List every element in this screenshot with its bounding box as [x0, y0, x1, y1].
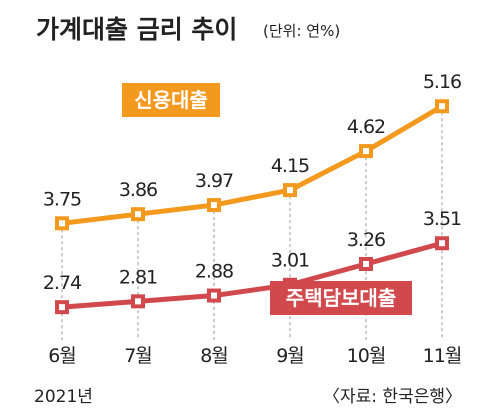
value-label: 3.01: [271, 250, 309, 272]
value-label: 2.88: [195, 261, 233, 283]
x-tick-label: 10월: [347, 345, 386, 367]
series-label-credit: 신용대출: [134, 88, 208, 112]
chart-title: 가계대출 금리 추이: [36, 15, 237, 44]
data-point-center: [439, 103, 445, 110]
value-label: 2.74: [43, 272, 82, 294]
value-label: 4.15: [271, 155, 309, 177]
data-point-center: [59, 304, 65, 311]
data-point-center: [135, 211, 141, 218]
x-tick-label: 7월: [124, 345, 152, 367]
value-label: 3.86: [119, 179, 157, 201]
data-point-center: [363, 260, 369, 267]
value-labels: 3.75 3.86 3.97 4.15 4.62 5.16 2.74 2.81 2.88 3.01…: [43, 71, 462, 294]
value-label: 3.26: [347, 229, 385, 251]
x-axis-tick-labels: 6월 7월 8월 9월 10월 11월: [48, 345, 462, 367]
value-label: 3.51: [423, 208, 461, 230]
series-label-box-credit: 신용대출: [122, 83, 220, 117]
series-line-2: [59, 240, 445, 310]
value-label: 2.81: [119, 266, 157, 288]
data-point-center: [135, 298, 141, 305]
data-point-center: [439, 240, 445, 247]
data-point-center: [211, 292, 217, 299]
data-point-center: [59, 220, 65, 227]
data-point-center: [211, 202, 217, 209]
value-label: 3.75: [43, 188, 81, 210]
x-tick-label: 9월: [276, 345, 304, 367]
data-point-center: [287, 187, 293, 194]
series-label-box-mortgage: 주택담보대출: [270, 281, 412, 315]
value-label: 4.62: [347, 116, 385, 138]
source-note: 〈자료: 한국은행〉: [323, 387, 462, 407]
series-label-mortgage: 주택담보대출: [286, 286, 396, 310]
data-point-center: [363, 148, 369, 155]
value-label: 5.16: [423, 71, 461, 93]
series-line-1: [59, 103, 445, 226]
x-tick-label: 8월: [200, 345, 228, 367]
year-label: 2021년: [34, 387, 93, 407]
series-lines: [59, 103, 445, 310]
x-tick-label: 6월: [48, 345, 76, 367]
x-tick-label: 11월: [423, 345, 462, 367]
value-label: 3.97: [195, 170, 233, 192]
chart-unit: (단위: 연%): [263, 22, 340, 40]
